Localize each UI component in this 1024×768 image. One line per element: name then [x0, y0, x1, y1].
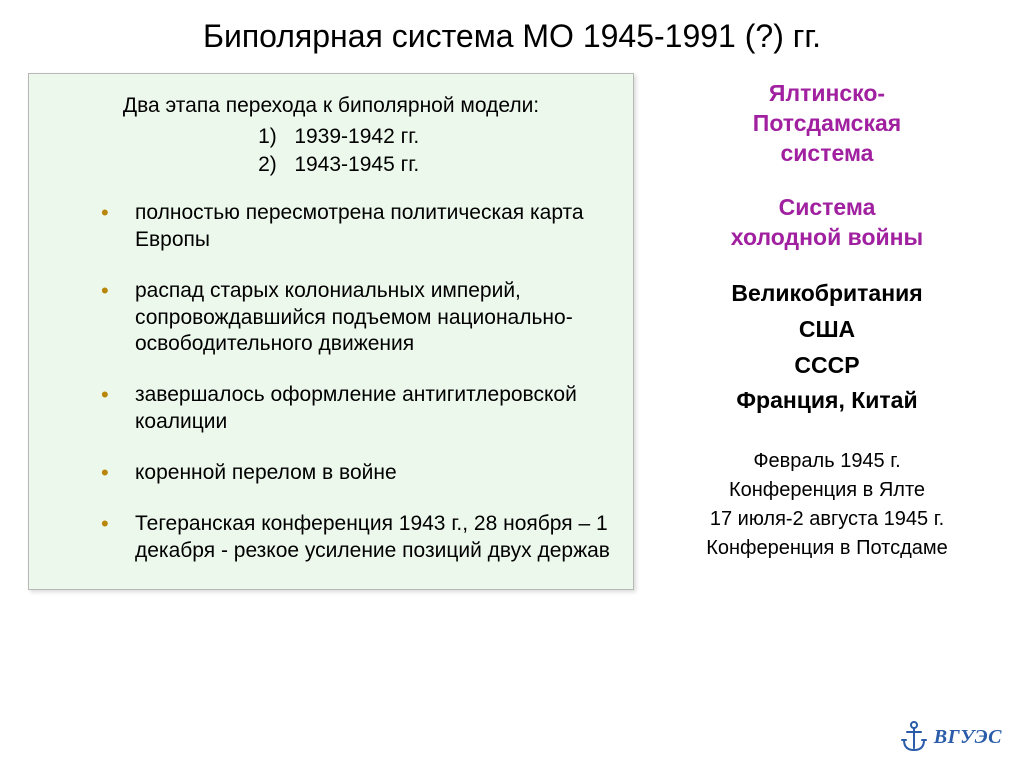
stage-text: 1939-1942 гг. — [294, 125, 419, 148]
accent-line: Система — [654, 193, 1000, 223]
conference-line: Конференция в Потсдаме — [654, 534, 1000, 563]
country-item: США — [654, 312, 1000, 348]
conference-line: Февраль 1945 г. — [654, 447, 1000, 476]
conference-block: Февраль 1945 г. Конференция в Ялте 17 ию… — [654, 447, 1000, 563]
stage-line-2: 2) 1943-1945 гг. — [49, 151, 613, 178]
bullet-item: Тегеранская конференция 1943 г., 28 нояб… — [49, 511, 613, 565]
accent-line: система — [654, 139, 1000, 169]
left-content-box: Два этапа перехода к биполярной модели: … — [28, 73, 634, 590]
country-list: Великобритания США СССР Франция, Китай — [654, 276, 1000, 419]
country-item: Великобритания — [654, 276, 1000, 312]
right-column: Ялтинско- Потсдамская система Система хо… — [634, 73, 1000, 590]
bullet-list: полностью пересмотрена политическая карт… — [49, 200, 613, 565]
anchor-icon — [900, 720, 928, 754]
accent-title-2: Система холодной войны — [654, 193, 1000, 253]
conference-line: Конференция в Ялте — [654, 476, 1000, 505]
accent-line: Ялтинско- — [654, 79, 1000, 109]
country-item: СССР — [654, 348, 1000, 384]
accent-line: Потсдамская — [654, 109, 1000, 139]
university-logo: ВГУЭС — [900, 720, 1002, 754]
accent-line: холодной войны — [654, 223, 1000, 253]
bullet-item: коренной перелом в войне — [49, 460, 613, 487]
bullet-item: распад старых колониальных империй, сопр… — [49, 278, 613, 359]
stage-line-1: 1) 1939-1942 гг. — [49, 123, 613, 150]
content-area: Два этапа перехода к биполярной модели: … — [0, 67, 1024, 590]
stage-number: 1) — [243, 123, 277, 150]
country-item: Франция, Китай — [654, 383, 1000, 419]
logo-text: ВГУЭС — [934, 726, 1002, 749]
accent-title-1: Ялтинско- Потсдамская система — [654, 79, 1000, 169]
slide-title: Биполярная система МО 1945-1991 (?) гг. — [0, 0, 1024, 67]
bullet-item: полностью пересмотрена политическая карт… — [49, 200, 613, 254]
stages-intro: Два этапа перехода к биполярной модели: — [49, 92, 613, 119]
stage-text: 1943-1945 гг. — [294, 153, 419, 176]
conference-line: 17 июля-2 августа 1945 г. — [654, 505, 1000, 534]
stage-number: 2) — [243, 151, 277, 178]
bullet-item: завершалось оформление антигитлеровской … — [49, 382, 613, 436]
